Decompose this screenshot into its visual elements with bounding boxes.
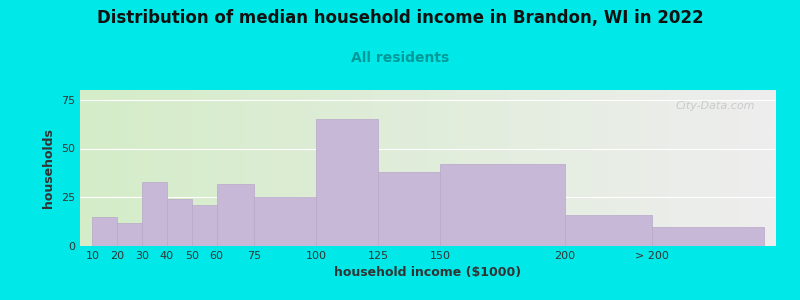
Bar [192,205,217,246]
X-axis label: household income ($1000): household income ($1000) [334,266,522,279]
Text: City-Data.com: City-Data.com [676,101,755,111]
Bar [93,217,118,246]
Bar [441,164,565,246]
Bar [142,182,167,246]
Bar [118,223,142,246]
Bar [378,172,441,246]
Bar [565,215,652,246]
Bar [167,199,192,246]
Bar [217,184,254,246]
Text: All residents: All residents [351,51,449,65]
Y-axis label: households: households [42,128,55,208]
Bar [652,226,763,246]
Bar [316,119,378,246]
Bar [254,197,316,246]
Text: Distribution of median household income in Brandon, WI in 2022: Distribution of median household income … [97,9,703,27]
